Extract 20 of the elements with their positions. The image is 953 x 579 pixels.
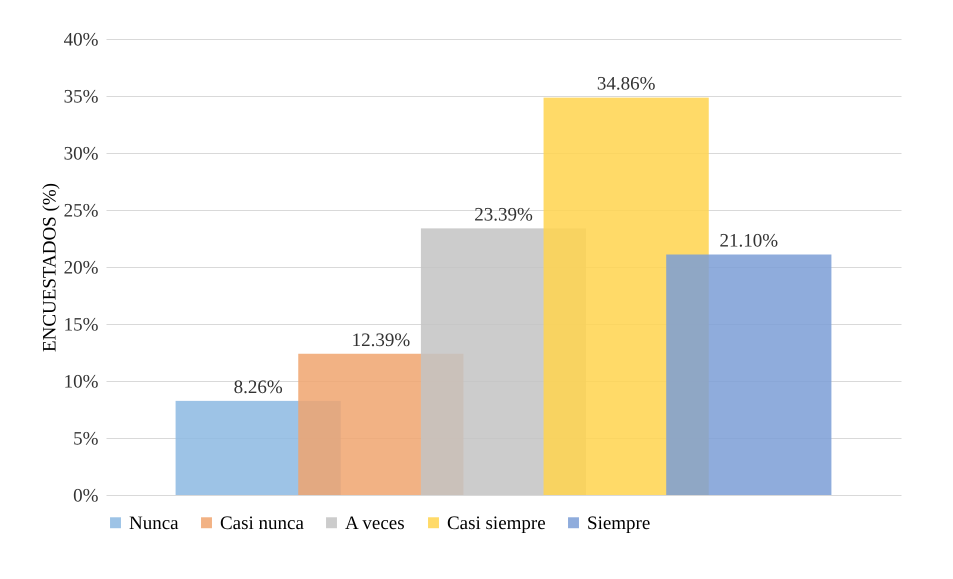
legend-label: Siempre [587, 512, 650, 534]
y-tick-label: 10% [64, 372, 99, 392]
y-tick-label: 5% [73, 428, 99, 450]
legend-label: Casi siempre [447, 512, 546, 534]
y-tick-label: 30% [64, 144, 99, 164]
data-label: 21.10% [720, 230, 778, 252]
legend-label: Nunca [129, 512, 180, 534]
y-tick-label: 15% [64, 314, 99, 336]
y-tick-label: 35% [64, 86, 99, 108]
y-tick-label: 0% [73, 486, 99, 506]
data-label: 8.26% [234, 376, 283, 398]
data-label: 12.39% [352, 330, 410, 351]
data-label: 23.39% [474, 204, 533, 226]
data-label: 34.86% [596, 74, 656, 95]
legend-label: Casi nunca [220, 512, 304, 534]
legend-label: A veces [345, 512, 405, 534]
y-tick-label: 25% [64, 200, 99, 222]
y-tick-label: 40% [64, 30, 99, 50]
y-axis-title: ENCUESTADOS (%) [40, 183, 61, 352]
y-tick-label: 20% [64, 258, 99, 278]
